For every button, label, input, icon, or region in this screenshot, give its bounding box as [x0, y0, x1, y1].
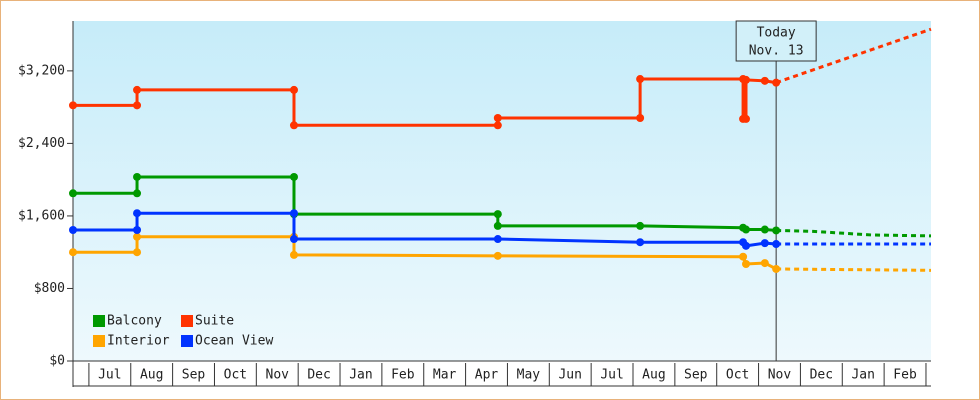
plot-area: [73, 21, 931, 361]
data-point: [69, 248, 77, 257]
data-point: [133, 189, 142, 198]
data-point: [69, 225, 77, 234]
data-point: [772, 78, 781, 87]
data-point: [133, 209, 142, 218]
data-point: [133, 172, 142, 181]
y-tick-label: $800: [34, 281, 65, 296]
data-point: [69, 101, 77, 110]
data-point: [493, 251, 502, 260]
projection-line: [776, 228, 932, 238]
x-tick-label: Dec: [810, 368, 833, 383]
data-point: [636, 221, 645, 230]
data-point: [760, 225, 769, 234]
y-tick-label: $3,200: [18, 63, 65, 78]
data-point: [636, 238, 645, 247]
data-point: [289, 235, 298, 244]
x-tick-label: Oct: [224, 368, 247, 383]
data-point: [133, 232, 142, 241]
data-point: [493, 114, 502, 123]
data-point: [69, 189, 77, 198]
data-point: [133, 248, 142, 257]
x-tick-label: Mar: [433, 368, 457, 383]
x-tick-label: Jul: [600, 368, 623, 383]
data-point: [289, 121, 298, 130]
x-tick-label: Sep: [182, 368, 206, 383]
legend-swatch: [93, 315, 105, 327]
data-point: [742, 241, 751, 250]
data-point: [760, 239, 769, 248]
legend-label: Interior: [107, 334, 170, 349]
legend-swatch: [181, 335, 193, 347]
y-tick-label: $2,400: [18, 136, 65, 151]
x-tick-label: Jun: [558, 368, 581, 383]
x-tick-label: Feb: [391, 368, 415, 383]
data-point: [636, 114, 645, 123]
data-point: [493, 221, 502, 230]
x-tick-label: Feb: [893, 368, 917, 383]
projection-line: [776, 267, 932, 272]
x-tick-label: Nov: [768, 368, 792, 383]
y-tick-label: $0: [49, 354, 65, 369]
x-tick-label: Jan: [349, 368, 372, 383]
data-point: [760, 76, 769, 85]
data-point: [493, 235, 502, 244]
data-point: [289, 250, 298, 259]
x-tick-label: Nov: [266, 368, 290, 383]
data-point: [133, 101, 142, 110]
legend-swatch: [93, 335, 105, 347]
x-tick-label: Apr: [475, 368, 499, 383]
series-line: [73, 235, 777, 271]
data-point: [636, 75, 645, 84]
data-point: [289, 172, 298, 181]
legend-label: Ocean View: [195, 334, 273, 349]
data-point: [742, 75, 751, 84]
legend-swatch: [181, 315, 193, 327]
today-date: Nov. 13: [749, 44, 804, 59]
data-point: [289, 85, 298, 94]
x-tick-label: Aug: [642, 368, 665, 383]
today-box: [735, 20, 817, 62]
data-point: [742, 114, 751, 123]
x-tick-label: Sep: [684, 368, 708, 383]
x-tick-label: Dec: [307, 368, 330, 383]
data-point: [493, 121, 502, 130]
x-tick-label: Aug: [140, 368, 163, 383]
y-tick-label: $1,600: [18, 208, 65, 223]
projection-line: [775, 27, 932, 85]
data-point: [742, 225, 751, 234]
x-tick-label: Jan: [851, 368, 874, 383]
legend-label: Suite: [195, 314, 234, 329]
data-point: [760, 259, 769, 268]
data-point: [133, 85, 142, 94]
data-point: [739, 252, 748, 261]
today-label: Today: [757, 26, 796, 41]
data-point: [742, 259, 751, 268]
x-tick-label: May: [517, 368, 541, 383]
legend-label: Balcony: [107, 314, 162, 329]
data-point: [772, 264, 781, 273]
data-point: [493, 210, 502, 219]
x-tick-label: Oct: [726, 368, 749, 383]
data-point: [772, 226, 781, 235]
data-point: [772, 240, 781, 249]
x-tick-label: Jul: [98, 368, 121, 383]
data-point: [289, 209, 298, 218]
data-point: [133, 225, 142, 234]
